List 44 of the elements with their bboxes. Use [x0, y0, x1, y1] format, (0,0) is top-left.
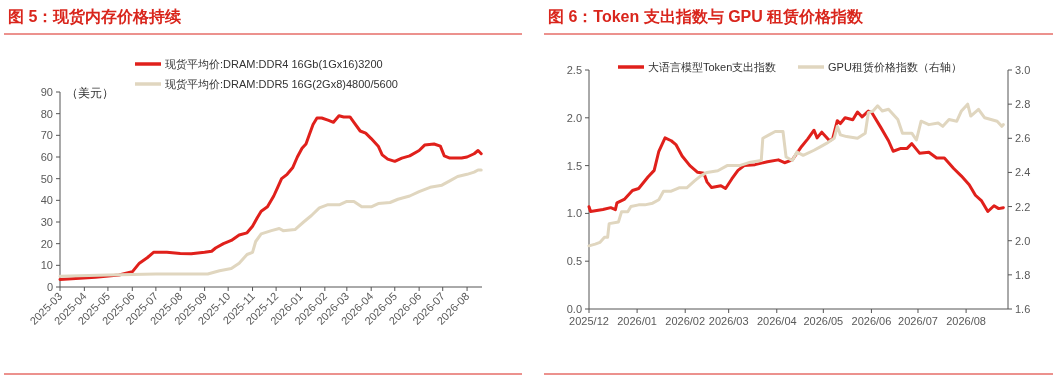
y-axis-title: （美元） — [66, 86, 114, 100]
legend-label: 大语言模型Token支出指数 — [648, 61, 777, 73]
y-tick-label: 1.0 — [566, 207, 582, 220]
line-series — [58, 168, 483, 278]
y-tick-label: 80 — [40, 107, 53, 120]
y2-tick-label: 1.8 — [1015, 268, 1031, 281]
x-tick-label: 2025/12 — [569, 315, 609, 327]
line-series — [58, 114, 483, 281]
y-tick-label: 40 — [40, 194, 53, 207]
chart-title: 图 6：Token 支出指数与 GPU 租赁价格指数 — [548, 8, 865, 26]
y-tick-label: 2.5 — [566, 64, 582, 76]
y2-tick-label: 3.0 — [1015, 64, 1031, 76]
x-tick-label: 2026/04 — [756, 315, 797, 327]
y2-tick-label: 2.8 — [1015, 98, 1031, 111]
legend-label: 现货平均价:DRAM:DDR5 16G(2Gx8)4800/5600 — [165, 78, 398, 90]
line-series — [587, 109, 1005, 213]
legend-label: GPU租赁价格指数（右轴） — [828, 61, 962, 73]
x-tick-label: 2026/06 — [851, 315, 892, 327]
line-series — [587, 102, 1005, 248]
legend-label: 现货平均价:DRAM:DDR4 16Gb(1Gx16)3200 — [165, 58, 383, 70]
y-tick-label: 10 — [40, 259, 53, 272]
y-tick-label: 20 — [40, 237, 53, 250]
x-tick-label: 2026/03 — [708, 315, 749, 327]
y2-tick-label: 2.4 — [1015, 166, 1031, 179]
y-tick-label: 90 — [40, 86, 53, 98]
y-tick-label: 0.5 — [566, 255, 582, 268]
y-tick-label: 50 — [40, 172, 53, 185]
y2-tick-label: 2.6 — [1015, 132, 1031, 145]
y-tick-label: 30 — [40, 216, 53, 228]
x-tick-label: 2026/01 — [617, 315, 657, 327]
y2-tick-label: 2.2 — [1015, 200, 1031, 213]
y2-tick-label: 2.0 — [1015, 234, 1031, 247]
y-tick-label: 0 — [46, 281, 53, 293]
x-tick-label: 2026/07 — [898, 315, 938, 327]
x-tick-label: 2026/08 — [946, 315, 986, 327]
y-tick-label: 1.5 — [566, 159, 582, 172]
y-tick-label: 60 — [40, 151, 53, 163]
y-tick-label: 0.0 — [566, 303, 582, 315]
y-tick-label: 2.0 — [566, 111, 582, 124]
x-tick-label: 2026/02 — [665, 315, 706, 327]
chart-title: 图 5：现货内存价格持续 — [8, 8, 183, 26]
y2-tick-label: 1.6 — [1015, 303, 1031, 315]
y-tick-label: 70 — [40, 129, 53, 142]
x-tick-label: 2026/05 — [803, 315, 844, 327]
